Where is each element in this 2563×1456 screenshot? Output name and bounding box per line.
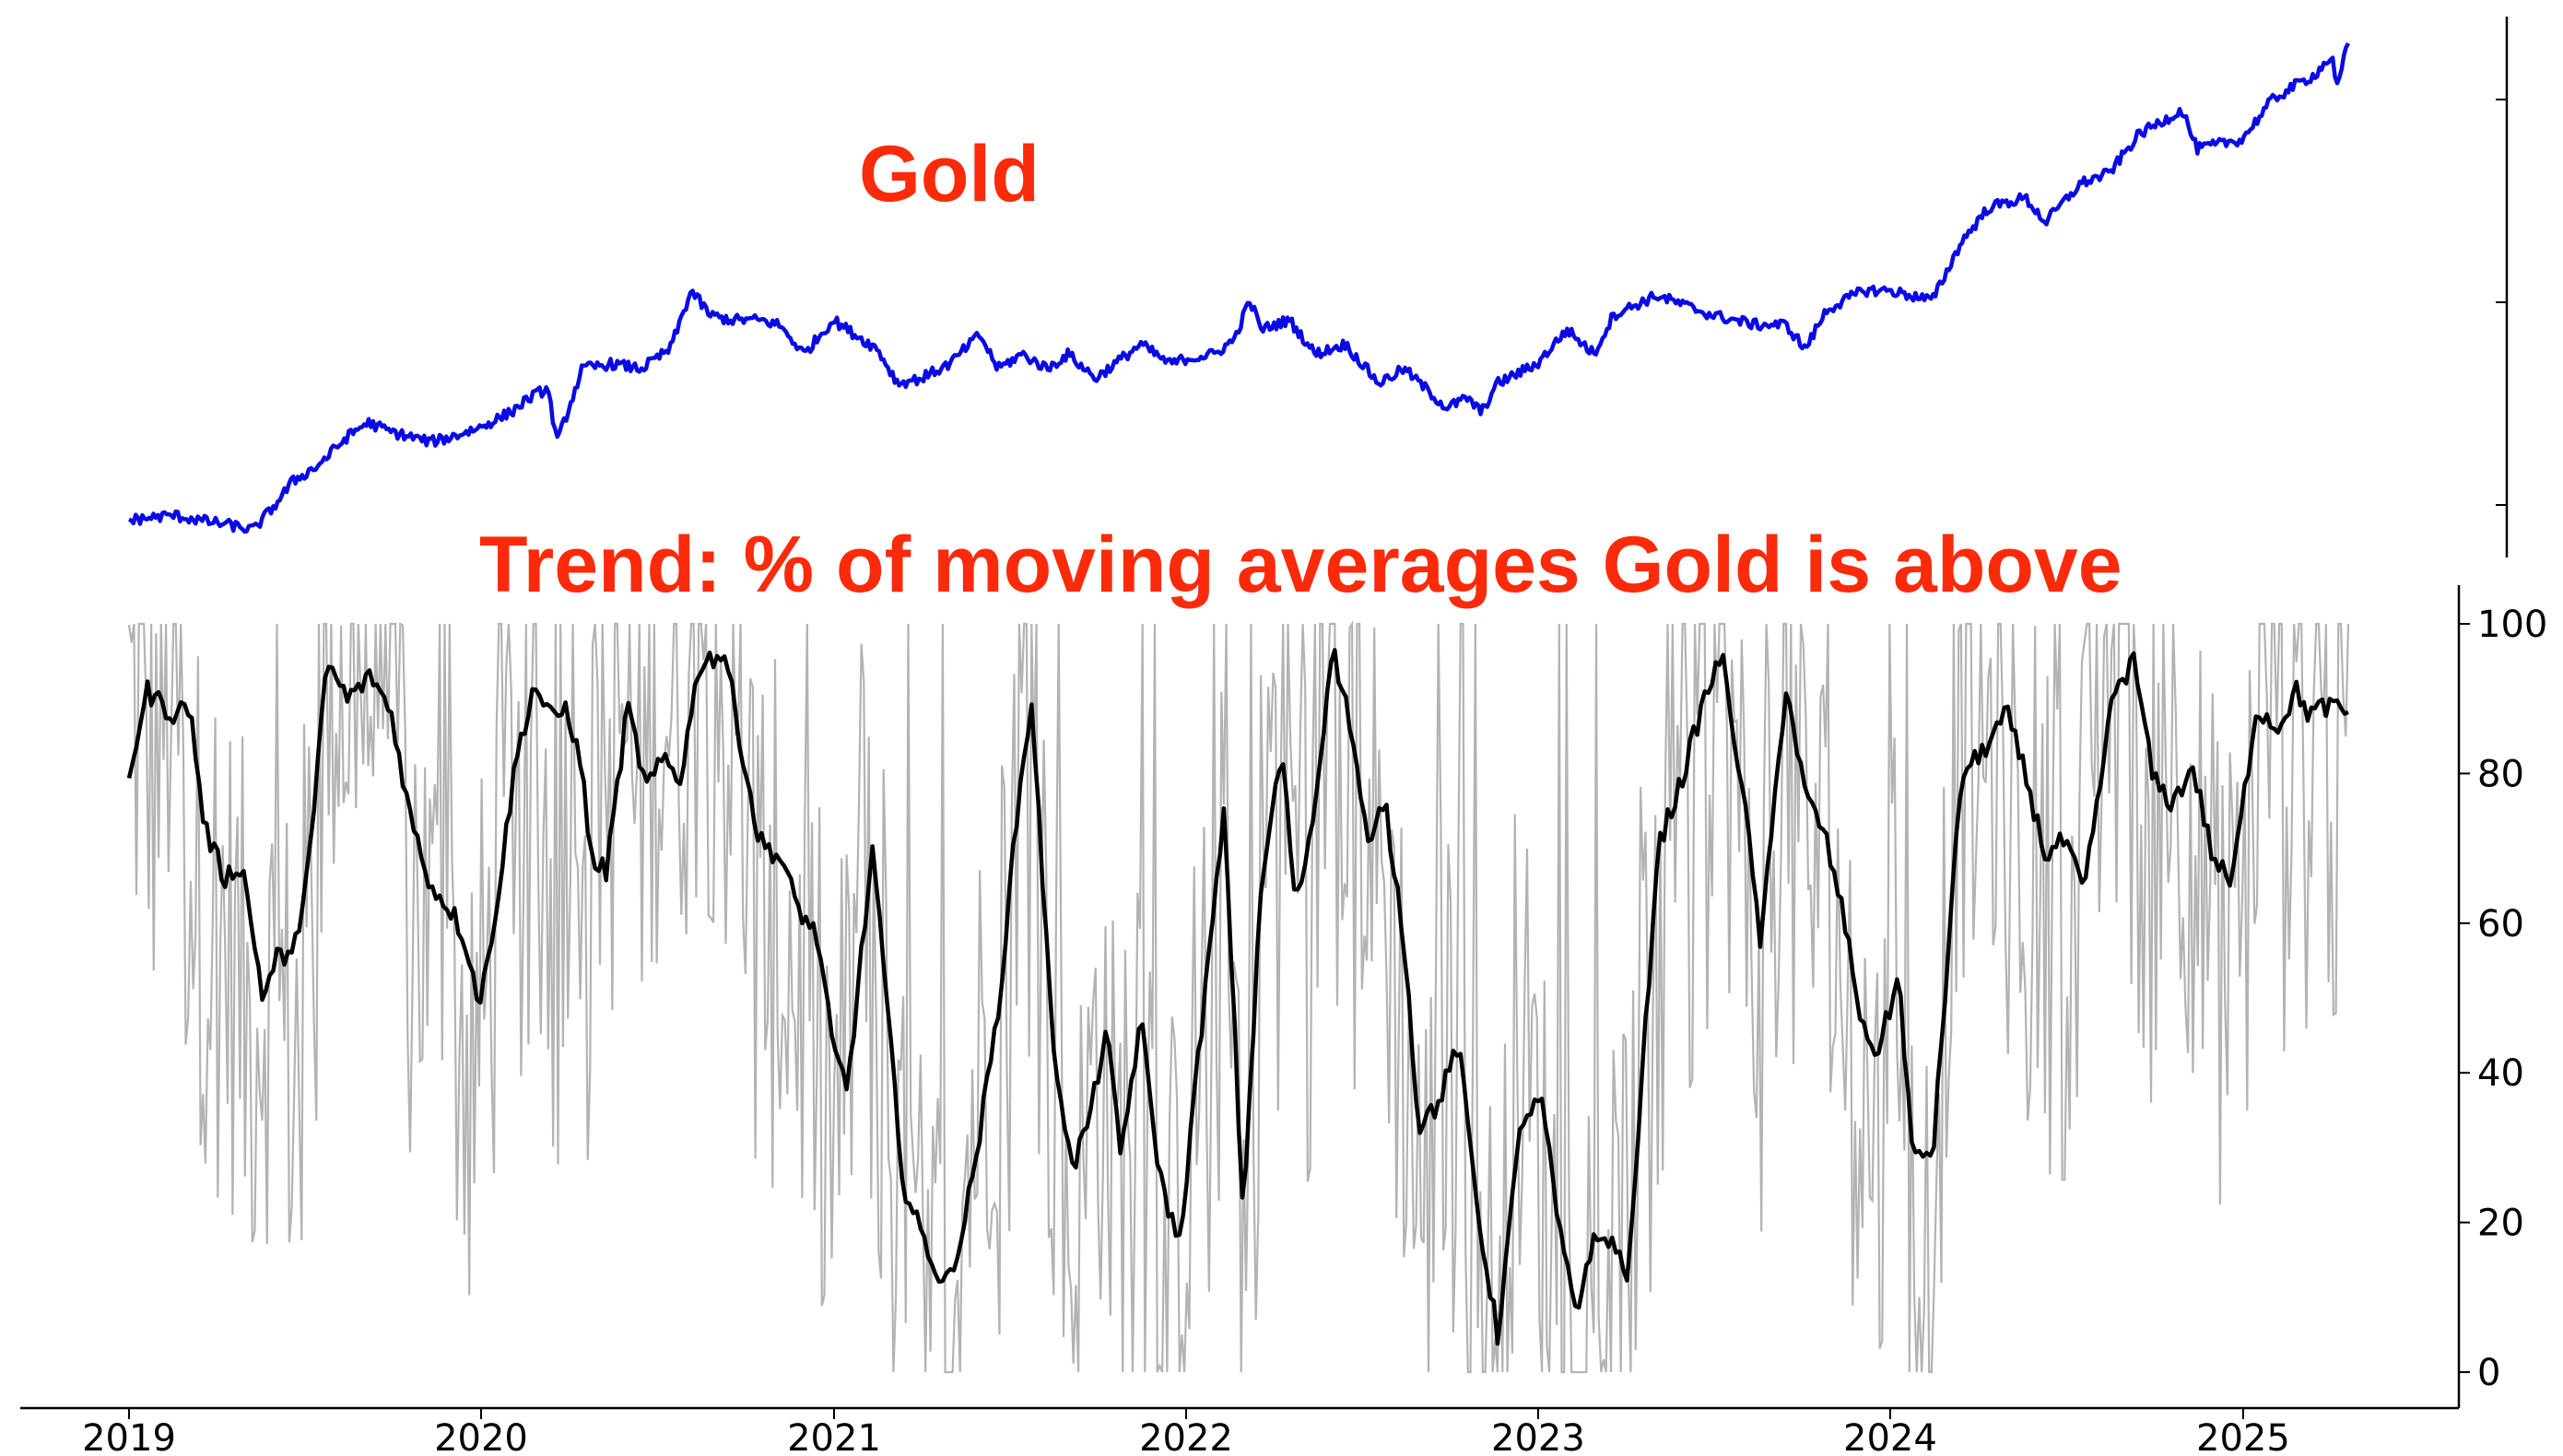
trend-smoothed-series — [126, 648, 2349, 1346]
axes — [20, 17, 2509, 1410]
trend-title: Trend: % of moving averages Gold is abov… — [479, 521, 2122, 609]
gold-price-line — [128, 41, 2350, 534]
x-tick-label-2021: 2021 — [787, 1417, 881, 1456]
x-tick-label-2023: 2023 — [1491, 1417, 1585, 1456]
trend-y-tick-label-100: 100 — [2477, 604, 2547, 646]
trend-y-tick-label-60: 60 — [2477, 903, 2524, 945]
gold-y-ticks — [2496, 99, 2507, 506]
x-tick-label-2019: 2019 — [82, 1417, 176, 1456]
trend-y-tick-label-40: 40 — [2477, 1052, 2524, 1095]
x-tick-label-2022: 2022 — [1139, 1417, 1233, 1456]
x-ticks: 2019 2020 2021 2022 2023 2024 2025 — [82, 1408, 2290, 1456]
x-tick-label-2020: 2020 — [434, 1417, 528, 1456]
trend-y-tick-label-80: 80 — [2477, 753, 2524, 795]
gold-title: Gold — [859, 130, 1040, 218]
trend-y-tick-label-0: 0 — [2477, 1352, 2500, 1394]
trend-raw-line — [127, 619, 2350, 1374]
trend-y-ticks: 0 20 40 60 80 100 — [2459, 604, 2547, 1394]
x-tick-label-2024: 2024 — [1843, 1417, 1937, 1456]
trend-raw-series — [127, 619, 2350, 1374]
trend-smoothed-line — [126, 648, 2349, 1346]
gold-price-series — [128, 41, 2350, 534]
trend-y-tick-label-20: 20 — [2477, 1203, 2524, 1245]
x-tick-label-2025: 2025 — [2196, 1417, 2290, 1456]
